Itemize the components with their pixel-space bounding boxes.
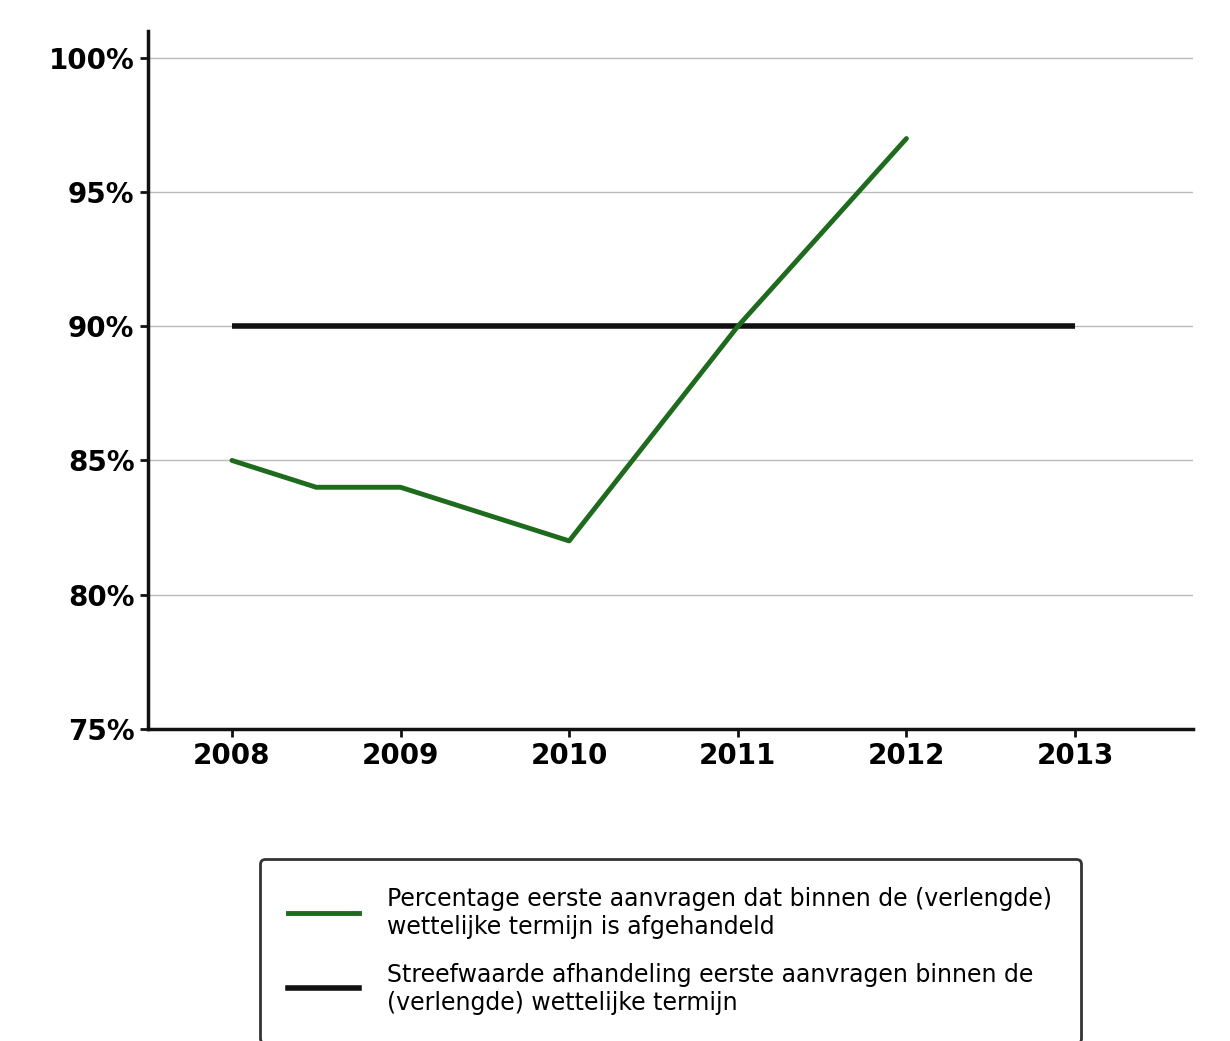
Legend: Percentage eerste aanvragen dat binnen de (verlengde)
wettelijke termijn is afge: Percentage eerste aanvragen dat binnen d…: [260, 859, 1081, 1041]
